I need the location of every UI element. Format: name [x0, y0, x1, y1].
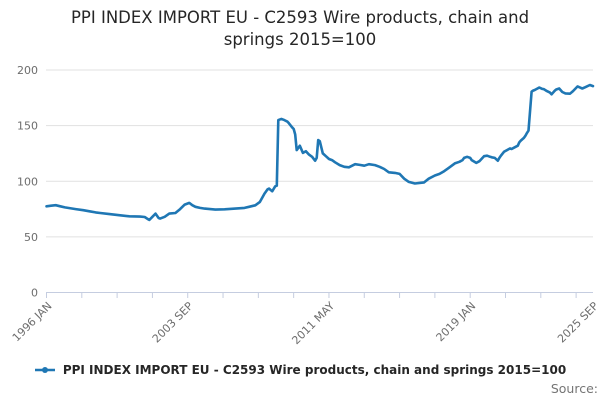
- chart-title: PPI INDEX IMPORT EU - C2593 Wire product…: [0, 7, 600, 51]
- chart-title-line1: PPI INDEX IMPORT EU - C2593 Wire product…: [70, 8, 530, 27]
- x-axis-tick-label: 2019 JAN: [434, 299, 479, 344]
- chart-legend[interactable]: PPI INDEX IMPORT EU - C2593 Wire product…: [0, 363, 600, 377]
- x-axis-tick-label: 1996 JAN: [10, 299, 55, 344]
- x-axis-tick-label: 2003 SEP: [150, 299, 196, 345]
- y-axis-tick-label: 50: [24, 231, 38, 244]
- x-axis-tick-label: 2025 SEP: [555, 299, 600, 345]
- source-caption: Source:: [550, 381, 598, 396]
- legend-line-marker-icon: [34, 367, 55, 373]
- y-axis-tick-label: 0: [31, 287, 38, 300]
- y-axis-tick-label: 100: [17, 175, 38, 188]
- y-axis-tick-label: 200: [17, 64, 38, 77]
- data-series-line[interactable]: [45, 83, 595, 222]
- y-axis-tick-label: 150: [17, 120, 38, 133]
- line-chart-plot-area[interactable]: 0 50 100 150 200 1996 JAN 2003 SEP 2011 MAY 2019…: [0, 4, 600, 352]
- chart-title-line2: springs 2015=100: [223, 30, 377, 49]
- legend-series-label: PPI INDEX IMPORT EU - C2593 Wire product…: [62, 363, 567, 377]
- x-axis-tick-label: 2011 MAY: [289, 299, 337, 347]
